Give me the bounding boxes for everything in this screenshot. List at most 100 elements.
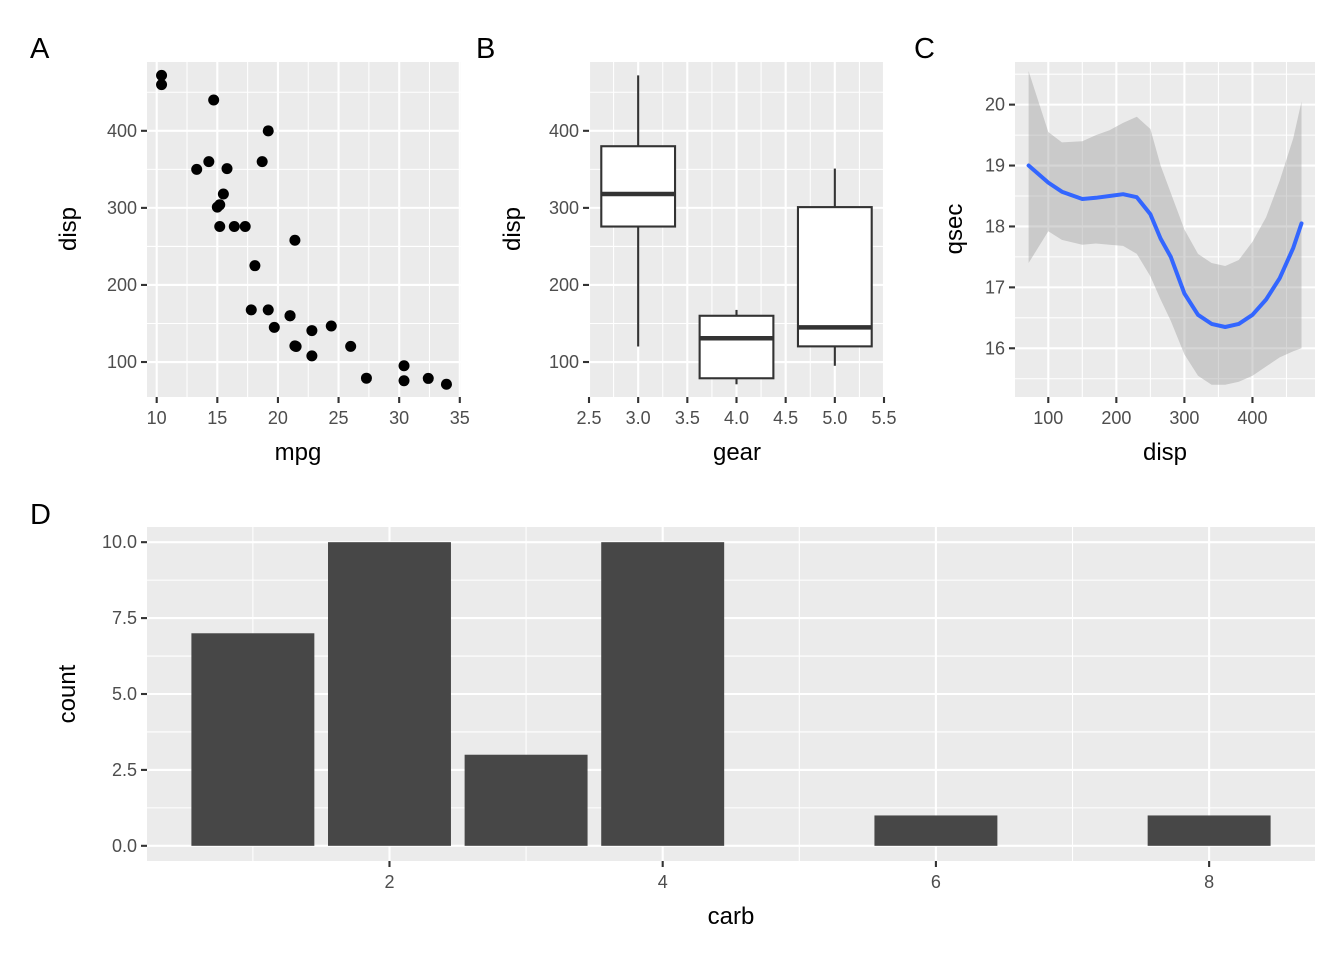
scatter-point xyxy=(289,234,301,246)
scatter-point xyxy=(156,79,168,91)
scatter-point xyxy=(306,325,318,337)
panel-d-axes: 2 4 6 8 0.0 2.5 5.0 7.5 10.0 xyxy=(102,532,1214,892)
panel-b-y-tick-label: 300 xyxy=(549,198,579,218)
panel-a-grid xyxy=(147,62,461,402)
panel-b-x-title: gear xyxy=(713,439,761,466)
panel-a-x-tick-label: 35 xyxy=(450,408,470,428)
scatter-point xyxy=(398,360,410,372)
panel-d-y-tick-label: 2.5 xyxy=(112,760,137,780)
panel-b-y-tick-label: 100 xyxy=(549,352,579,372)
panel-c-smooth xyxy=(1026,71,1304,385)
panel-c-y-tick-label: 19 xyxy=(985,156,1005,176)
panel-d-y-tick-label: 10.0 xyxy=(102,532,137,552)
panel-c-grid xyxy=(1013,62,1315,397)
panel-b-x-tick-label: 5.5 xyxy=(871,408,896,428)
panel-c-x-tick-label: 200 xyxy=(1101,408,1131,428)
panel-c-x-tick-label: 100 xyxy=(1033,408,1063,428)
scatter-point xyxy=(422,372,434,384)
panel-b-x-tick-label: 5.0 xyxy=(822,408,847,428)
panel-a-y-tick-label: 100 xyxy=(107,352,137,372)
panel-c-y-title: qsec xyxy=(941,204,968,255)
panel-d-x-title: carb xyxy=(708,903,755,930)
scatter-point xyxy=(360,372,372,384)
panel-c-x-tick-label: 400 xyxy=(1237,408,1267,428)
scatter-point xyxy=(239,221,251,233)
panel-d-x-tick-label: 2 xyxy=(384,872,394,892)
bar xyxy=(874,815,998,846)
panel-b-tag: B xyxy=(476,33,495,65)
scatter-point xyxy=(214,221,226,233)
panel-b-y-tick-label: 200 xyxy=(549,275,579,295)
panel-a-x-tick-label: 15 xyxy=(207,408,227,428)
scatter-point xyxy=(256,156,268,168)
panel-a-x-title: mpg xyxy=(275,439,322,466)
panel-b-x-tick-label: 3.5 xyxy=(675,408,700,428)
panel-b-y-title: disp xyxy=(499,207,526,251)
panel-b: B 2.5 3.0 3.5 4.0 4.5 5.0 5.5 100 200 300 400 gear… xyxy=(476,33,897,466)
panel-b-x-tick-label: 2.5 xyxy=(576,408,601,428)
panel-d-x-tick-label: 4 xyxy=(658,872,668,892)
box-iqr xyxy=(698,314,775,380)
panel-b-y-tick-label: 400 xyxy=(549,121,579,141)
panel-a-y-title: disp xyxy=(55,207,82,251)
panel-d-y-tick-label: 0.0 xyxy=(112,836,137,856)
panel-c: C 100 200 300 400 16 17 18 19 20 disp qsec xyxy=(914,33,1315,466)
bar xyxy=(1147,815,1271,846)
scatter-point xyxy=(262,125,274,137)
bar xyxy=(464,754,588,846)
panel-c-x-title: disp xyxy=(1143,439,1187,466)
panel-d-y-tick-label: 7.5 xyxy=(112,608,137,628)
scatter-point xyxy=(398,375,410,387)
panel-b-boxes xyxy=(600,75,873,385)
scatter-point xyxy=(262,304,274,316)
panel-b-axes: 2.5 3.0 3.5 4.0 4.5 5.0 5.5 100 200 300 400 xyxy=(549,121,897,428)
scatter-point xyxy=(284,310,296,322)
confidence-band xyxy=(1028,71,1302,385)
panel-b-x-tick-label: 4.5 xyxy=(773,408,798,428)
panel-a-y-tick-label: 400 xyxy=(107,121,137,141)
panel-d-y-title: count xyxy=(54,664,81,723)
panel-c-y-tick-label: 20 xyxy=(985,95,1005,115)
panel-c-y-tick-label: 18 xyxy=(985,216,1005,236)
scatter-point xyxy=(156,69,168,81)
box-iqr xyxy=(796,206,873,348)
scatter-point xyxy=(345,340,357,352)
panel-d: D 2 4 6 8 0.0 2.5 5.0 7.5 10.0 carb count xyxy=(30,499,1315,930)
panel-a-x-tick-label: 30 xyxy=(389,408,409,428)
bar xyxy=(191,633,315,846)
box-iqr xyxy=(600,145,677,228)
scatter-point xyxy=(217,188,229,200)
panel-c-y-tick-label: 17 xyxy=(985,277,1005,297)
scatter-point xyxy=(325,320,337,332)
panel-a-background xyxy=(147,62,461,397)
scatter-point xyxy=(249,260,261,272)
panel-d-x-tick-label: 8 xyxy=(1204,872,1214,892)
panel-a-x-tick-label: 20 xyxy=(268,408,288,428)
scatter-point xyxy=(228,221,240,233)
scatter-point xyxy=(203,156,215,168)
scatter-point xyxy=(440,378,452,390)
smooth-line xyxy=(1026,163,1304,329)
panel-a-x-tick-label: 25 xyxy=(329,408,349,428)
panel-a-y-tick-label: 200 xyxy=(107,275,137,295)
scatter-point xyxy=(289,340,301,352)
panel-d-tag: D xyxy=(30,499,51,531)
scatter-point xyxy=(221,163,233,175)
bar xyxy=(601,542,725,846)
panel-c-background xyxy=(1015,62,1315,397)
scatter-point xyxy=(208,94,220,106)
bar xyxy=(328,542,451,846)
panel-a-tag: A xyxy=(30,33,50,65)
panel-d-bars xyxy=(191,542,1271,846)
scatter-point xyxy=(268,321,280,333)
scatter-point xyxy=(191,163,203,175)
scatter-point xyxy=(211,201,223,213)
panel-c-x-tick-label: 300 xyxy=(1169,408,1199,428)
panel-d-y-tick-label: 5.0 xyxy=(112,684,137,704)
panel-a-y-tick-label: 300 xyxy=(107,198,137,218)
panel-c-tag: C xyxy=(914,33,935,65)
panel-b-x-tick-label: 4.0 xyxy=(724,408,749,428)
scatter-point xyxy=(245,304,257,316)
panel-c-axes: 100 200 300 400 16 17 18 19 20 xyxy=(985,95,1268,428)
